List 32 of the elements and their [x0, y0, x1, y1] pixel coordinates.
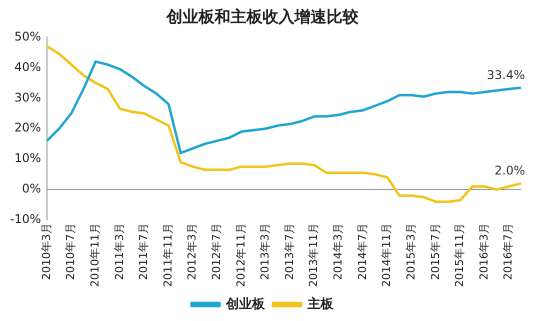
x-tick-label: 2015年11月 [453, 223, 466, 288]
legend-label: 主板 [306, 296, 334, 312]
legend-label: 创业板 [225, 296, 266, 312]
x-tick-label: 2011年7月 [137, 223, 150, 280]
chart-title: 创业板和主板收入增速比较 [166, 6, 360, 26]
y-tick-label: 30% [14, 90, 41, 104]
x-tick-label: 2010年11月 [88, 223, 102, 288]
y-tick-label: -10% [10, 212, 41, 226]
y-tick-label: 10% [14, 151, 41, 166]
x-tick-label: 2010年3月 [40, 223, 53, 280]
y-tick-label: 40% [14, 60, 41, 74]
x-tick-label: 2012年3月 [186, 223, 199, 280]
x-tick-label: 2010年7月 [64, 223, 78, 280]
x-tick-label: 2014年7月 [356, 223, 369, 280]
x-tick-label: 2015年3月 [404, 223, 418, 280]
x-tick-label: 2012年7月 [210, 223, 224, 280]
x-tick-label: 2016年7月 [502, 223, 515, 280]
x-tick-label: 2016年3月 [477, 223, 490, 280]
x-tick-label: 2015年7月 [428, 223, 442, 280]
data-label: 33.4% [486, 68, 525, 82]
x-tick-label: 2013年11月 [307, 223, 320, 288]
x-tick-label: 2011年11月 [161, 223, 174, 288]
x-tick-label: 2013年3月 [258, 223, 272, 280]
x-tick-label: 2014年11月 [380, 223, 394, 288]
y-tick-label: 0% [22, 182, 41, 196]
data-label: 2.0% [494, 164, 525, 178]
x-tick-label: 2014年3月 [332, 223, 345, 280]
y-tick-label: 50% [14, 29, 41, 44]
y-tick-label: 20% [14, 120, 41, 135]
x-tick-label: 2011年3月 [112, 223, 126, 280]
x-tick-label: 2012年11月 [234, 223, 248, 288]
x-tick-label: 2013年7月 [282, 223, 296, 280]
